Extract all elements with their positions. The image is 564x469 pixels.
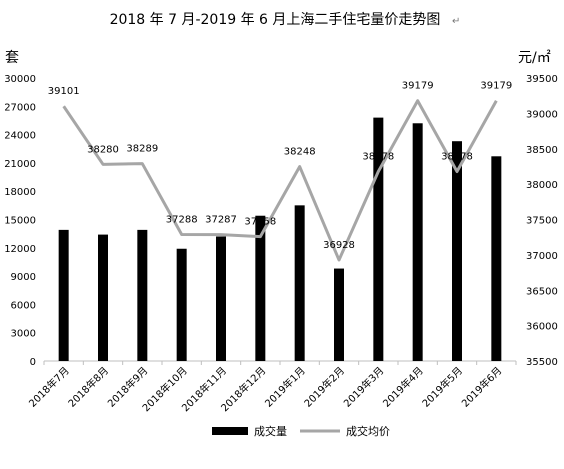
price-data-label: 37287 (205, 215, 237, 226)
legend-swatch-bar (212, 427, 248, 435)
bar-volume (255, 215, 266, 361)
right-axis-tick-label: 37500 (526, 216, 558, 227)
x-axis-category-label: 2019年6月 (459, 364, 505, 410)
x-axis-category-label: 2019年4月 (380, 364, 426, 410)
title-return-mark: ↵ (452, 16, 460, 27)
right-axis-tick-label: 38000 (526, 180, 558, 191)
bar-volume (294, 205, 305, 361)
x-axis-category-label: 2019年5月 (419, 364, 465, 410)
x-axis-category-label: 2019年2月 (301, 364, 347, 410)
x-axis-category-label: 2019年3月 (341, 364, 387, 410)
right-axis-tick-label: 35500 (526, 357, 558, 368)
right-axis-label: 元/㎡ (518, 50, 551, 66)
left-axis-tick-label: 9000 (11, 272, 36, 283)
left-axis-tick-label: 6000 (11, 300, 36, 311)
chart-legend: 成交量 成交均价 (212, 424, 390, 438)
bar-volume (137, 229, 148, 361)
price-data-label: 38178 (362, 152, 394, 163)
left-axis-tick-label: 21000 (4, 159, 36, 170)
bar-volume (216, 236, 226, 361)
legend-label-line: 成交均价 (346, 424, 390, 438)
left-axis-label: 套 (5, 50, 19, 66)
price-data-label: 37288 (166, 214, 198, 225)
price-data-label: 38178 (441, 152, 473, 163)
price-data-label: 36928 (323, 240, 355, 251)
price-data-label: 37258 (244, 217, 276, 228)
right-axis-tick-label: 36000 (526, 322, 558, 333)
right-axis-tick-label: 39500 (526, 74, 558, 85)
price-data-label: 39101 (48, 86, 80, 97)
price-data-label: 38280 (87, 144, 119, 155)
right-axis-tick-label: 36500 (526, 286, 558, 297)
price-data-label: 39179 (402, 81, 434, 92)
x-axis-category-label: 2018年8月 (65, 364, 111, 410)
price-data-label: 38289 (126, 144, 158, 155)
price-data-label: 38248 (284, 147, 316, 158)
chart-title: 2018 年 7 月-2019 年 6 月上海二手住宅量价走势图 (110, 12, 441, 28)
left-axis-tick-label: 15000 (4, 216, 36, 227)
bar-volume (176, 248, 187, 361)
bar-volume (334, 268, 344, 361)
right-axis-tick-label: 38500 (526, 145, 558, 156)
right-axis-tick-label: 37000 (526, 251, 558, 262)
left-axis-tick-label: 30000 (4, 74, 36, 85)
line-avg-price (62, 99, 498, 262)
bar-volume (452, 141, 462, 361)
x-axis-category-label: 2019年1月 (262, 364, 308, 410)
left-axis-tick-label: 18000 (4, 187, 36, 198)
x-axis-category-label: 2018年7月 (26, 364, 72, 410)
bar-volume (491, 156, 502, 361)
price-data-label: 39179 (480, 81, 512, 92)
left-axis-tick-label: 0 (30, 357, 36, 368)
left-axis-tick-label: 3000 (11, 329, 36, 340)
legend-label-bar: 成交量 (254, 424, 287, 438)
left-axis-tick-label: 12000 (4, 244, 36, 255)
bar-volume (412, 123, 423, 361)
bar-volume (98, 234, 108, 361)
bar-volume (373, 117, 384, 362)
bar-volume (58, 229, 69, 361)
left-axis-tick-label: 24000 (4, 131, 36, 142)
right-axis-tick-label: 39000 (526, 109, 558, 120)
plot-area: 0 3000 6000 9000 12000 15000 18000 21000 24000 27… (4, 74, 558, 414)
left-axis-tick-label: 27000 (4, 102, 36, 113)
